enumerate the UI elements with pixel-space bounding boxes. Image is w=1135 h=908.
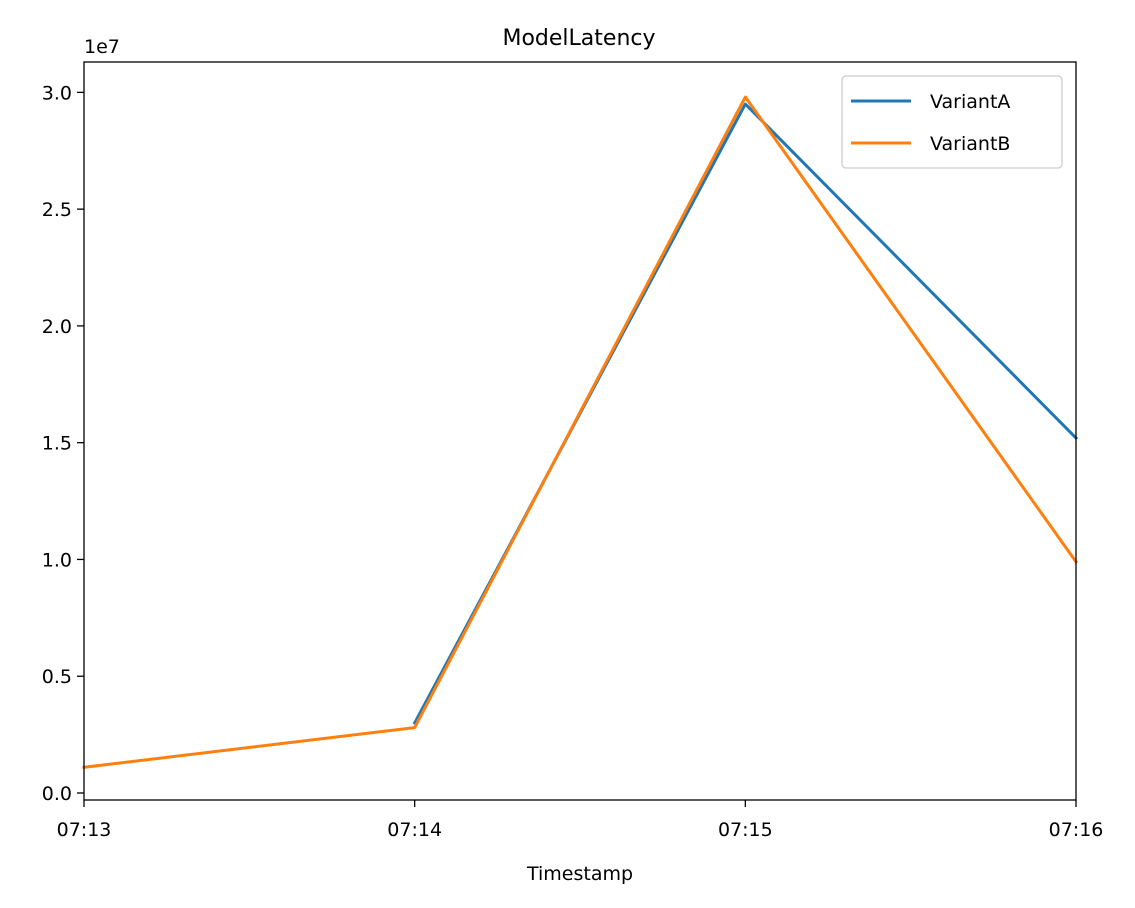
x-axis-label: Timestamp: [526, 863, 633, 885]
legend-label-variantb: VariantB: [930, 133, 1010, 155]
series-layer: [82, 95, 1079, 769]
y-offset-label: 1e7: [84, 36, 120, 58]
y-tick-label: 0.0: [42, 783, 72, 805]
x-tick-label: 07:16: [1049, 819, 1104, 841]
x-tick-label: 07:15: [718, 819, 773, 841]
x-tick-label: 07:13: [57, 819, 112, 841]
legend: VariantA VariantB: [841, 75, 1063, 169]
y-tick-label: 2.0: [42, 316, 72, 338]
plot-frame: [83, 61, 1077, 801]
y-tick-label: 1.0: [42, 549, 72, 571]
x-tick-label: 07:14: [387, 819, 442, 841]
y-tick-label: 1.5: [42, 433, 72, 455]
y-tick-label: 2.5: [42, 199, 72, 221]
chart-title: ModelLatency: [502, 26, 655, 51]
legend-label-varianta: VariantA: [930, 91, 1010, 113]
ticks-layer: 07:13 07:14 07:15 07:16 0.0 0.5 1.0 1.5 2.0 2.5 3.…: [42, 82, 1104, 841]
y-tick-label: 3.0: [42, 82, 72, 104]
legend-frame: [841, 75, 1063, 169]
series-line-variantb: [82, 95, 1079, 769]
y-tick-label: 0.5: [42, 666, 72, 688]
